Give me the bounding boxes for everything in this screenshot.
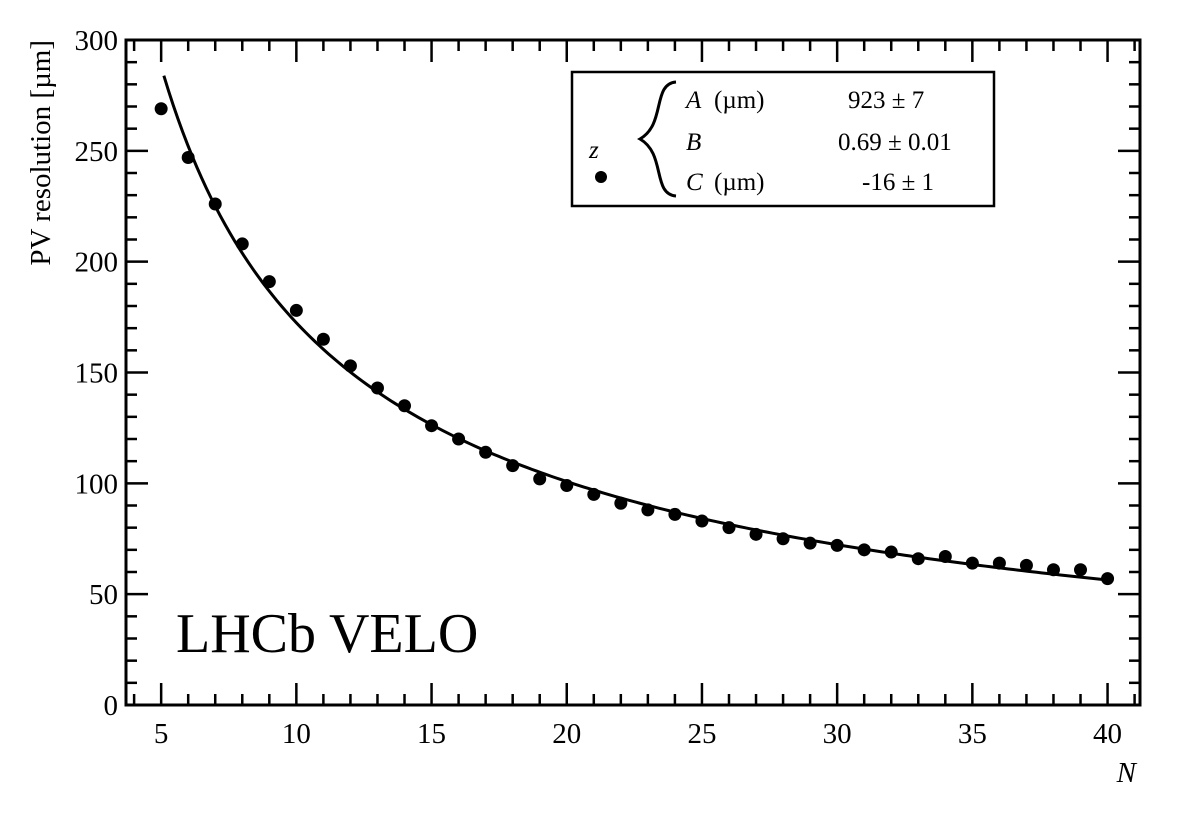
data-point [1046, 563, 1060, 577]
data-point [1019, 558, 1033, 572]
y-tick-label: 300 [75, 25, 119, 57]
y-tick-label: 150 [75, 358, 119, 390]
data-point [181, 150, 195, 164]
x-tick-label: 15 [417, 718, 446, 750]
data-point [425, 419, 439, 433]
legend-param-a-unit: (µm) [714, 87, 765, 114]
data-point [668, 507, 682, 521]
data-point [479, 445, 493, 459]
data-point [1074, 563, 1088, 577]
data-point [398, 399, 412, 413]
x-tick-label: 25 [687, 718, 716, 750]
data-point [992, 556, 1006, 570]
y-tick-label: 200 [75, 247, 119, 279]
fit-curve [162, 75, 1108, 582]
data-point [695, 514, 709, 528]
data-point [911, 552, 925, 566]
legend-param-c-name: C [686, 169, 703, 196]
y-tick-labels: 0 50 100 150 200 250 300 [75, 25, 119, 722]
data-point [208, 197, 222, 211]
data-point [803, 536, 817, 550]
x-tick-labels: 5 10 15 20 25 30 35 40 [154, 718, 1122, 750]
data-point [614, 496, 628, 510]
legend-brace [637, 80, 677, 198]
legend-param-b-value: 0.69 ± 0.01 [838, 129, 952, 156]
x-tick-label: 10 [282, 718, 311, 750]
x-axis-label: N [1116, 757, 1138, 789]
data-point [641, 503, 655, 517]
x-tick-label: 30 [823, 718, 852, 750]
legend-series-label: z [588, 137, 599, 164]
data-point [370, 381, 384, 395]
x-tick-label: 5 [154, 718, 169, 750]
data-point [830, 538, 844, 552]
axis-ticks [126, 38, 1140, 707]
y-tick-label: 250 [75, 136, 119, 168]
data-point [533, 472, 547, 486]
data-point [749, 527, 763, 541]
data-point [343, 359, 357, 373]
data-point [884, 545, 898, 559]
data-point [289, 303, 303, 317]
data-point [1101, 572, 1115, 586]
data-point [262, 275, 276, 289]
y-tick-label: 100 [75, 468, 119, 500]
data-point [452, 432, 466, 446]
x-tick-label: 20 [552, 718, 581, 750]
data-point [235, 237, 249, 251]
legend-param-a-name: A [684, 87, 702, 114]
data-point [938, 549, 952, 563]
lhcb-velo-label: LHCb VELO [176, 603, 478, 665]
y-tick-label: 50 [89, 579, 118, 611]
legend: z A (µm) 923 ± 7 B 0.69 ± 0.01 C (µm) -1… [570, 70, 996, 208]
data-point [506, 459, 520, 473]
data-point [857, 543, 871, 557]
legend-param-b-name: B [686, 129, 701, 156]
y-axis-label: PV resolution [µm] [25, 40, 57, 266]
data-point [154, 102, 168, 116]
legend-param-c-unit: (µm) [714, 169, 765, 196]
data-point [587, 487, 601, 501]
legend-param-a-value: 923 ± 7 [848, 87, 924, 114]
data-point [965, 556, 979, 570]
x-tick-label: 35 [958, 718, 987, 750]
data-points [154, 102, 1115, 586]
data-point [560, 479, 574, 493]
legend-param-c-value: -16 ± 1 [862, 169, 934, 196]
data-point [776, 532, 790, 546]
x-tick-label: 40 [1093, 718, 1122, 750]
legend-marker [595, 171, 607, 183]
data-point [722, 521, 736, 535]
data-point [316, 332, 330, 346]
y-tick-label: 0 [104, 690, 119, 722]
